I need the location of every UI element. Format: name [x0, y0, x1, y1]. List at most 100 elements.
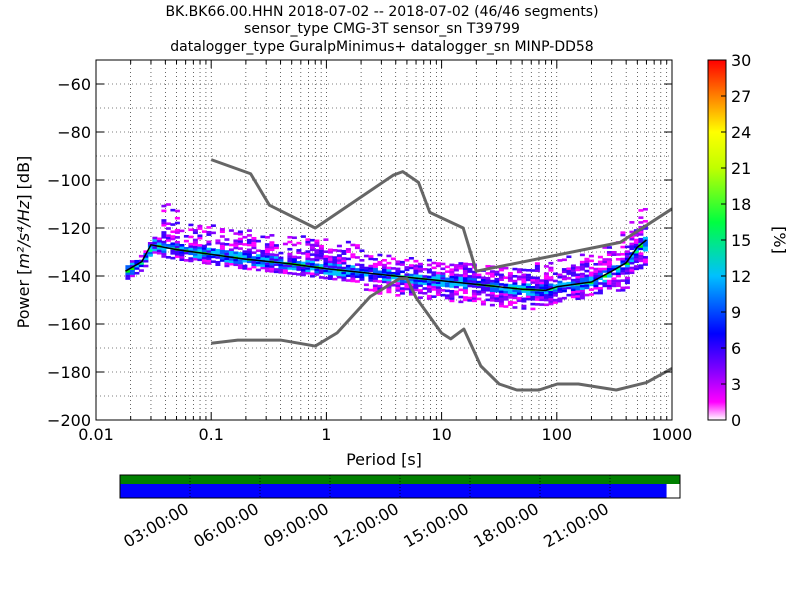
title-line-3: datalogger_type GuralpMinimus+ datalogge… [170, 39, 593, 55]
psd-cell [611, 265, 617, 268]
psd-cell [291, 265, 297, 268]
psd-cell [390, 283, 396, 287]
psd-cell [152, 236, 158, 240]
psd-cell [246, 260, 252, 264]
psd-cell [179, 255, 185, 259]
psd-cell [336, 263, 342, 267]
psd-cell [408, 264, 414, 267]
psd-cell [440, 274, 446, 278]
psd-cell [165, 203, 171, 206]
psd-cell [345, 257, 351, 261]
psd-cell [593, 277, 599, 280]
psd-cell [368, 276, 374, 280]
psd-cell [201, 254, 207, 257]
psd-cell [615, 257, 621, 261]
psd-cell [323, 238, 329, 241]
psd-cell [161, 252, 167, 256]
psd-cell [368, 288, 374, 292]
psd-cell [372, 270, 378, 273]
psd-cell [251, 263, 257, 266]
psd-cell [192, 255, 198, 259]
psd-cell [350, 272, 356, 276]
psd-cell [129, 267, 135, 270]
psd-cell [156, 237, 162, 241]
psd-cell [467, 263, 473, 266]
psd-cell [534, 295, 540, 299]
psd-cell [440, 281, 446, 285]
psd-cell [530, 286, 536, 289]
psd-cell [633, 238, 639, 242]
psd-cell [174, 228, 180, 232]
psd-cell [543, 296, 549, 299]
psd-cell [471, 299, 477, 303]
psd-cell [404, 287, 410, 291]
psd-cell [534, 293, 540, 297]
psd-cell [543, 279, 549, 283]
psd-cell [417, 281, 423, 285]
psd-cell [336, 259, 342, 262]
psd-cell [498, 292, 504, 296]
psd-cell [525, 283, 531, 286]
psd-cell [507, 296, 513, 299]
psd-cell [251, 241, 257, 245]
psd-cell [593, 279, 599, 283]
psd-cell [251, 239, 257, 242]
y-axis-label: Power [m²/s⁴/Hz] [dB] [14, 156, 33, 329]
psd-cell [300, 271, 306, 274]
psd-cell [539, 281, 545, 285]
psd-cell [228, 250, 234, 254]
psd-cell [264, 235, 270, 239]
psd-cell [584, 262, 590, 266]
psd-cell [512, 289, 518, 292]
psd-cell [615, 274, 621, 278]
psd-cell [246, 253, 252, 256]
psd-cell [417, 262, 423, 266]
psd-cell [579, 272, 585, 276]
psd-cell [341, 271, 347, 275]
psd-cell [345, 272, 351, 275]
psd-cell [570, 286, 576, 289]
psd-cell [368, 255, 374, 258]
psd-cell [548, 288, 554, 291]
psd-cell [386, 266, 392, 270]
psd-cell [525, 276, 531, 279]
psd-cell [588, 254, 594, 258]
psd-cell [584, 293, 590, 297]
psd-cell [188, 257, 194, 260]
psd-cell [489, 272, 495, 276]
psd-cell [174, 240, 180, 244]
psd-cell [615, 289, 621, 292]
psd-cell [611, 272, 617, 276]
psd-cell [161, 250, 167, 253]
psd-cell [575, 280, 581, 284]
psd-cell [278, 271, 284, 274]
psd-cell [260, 254, 266, 258]
psd-cell [345, 250, 351, 254]
psd-cell [291, 255, 297, 259]
psd-cell [489, 287, 495, 290]
psd-cell [444, 284, 450, 288]
psd-cell [305, 271, 311, 275]
psd-cell [570, 278, 576, 282]
psd-cell [350, 265, 356, 268]
psd-cell [260, 264, 266, 267]
psd-cell [305, 262, 311, 265]
psd-cell [417, 291, 423, 295]
psd-cell [336, 254, 342, 257]
psd-cell [318, 276, 324, 279]
psd-cell [543, 265, 549, 268]
psd-cell [179, 253, 185, 257]
psd-cell [548, 261, 554, 265]
psd-cell [588, 283, 594, 287]
psd-cell [602, 282, 608, 285]
psd-cell [300, 266, 306, 270]
title-line-2: sensor_type CMG-3T sensor_sn T39799 [244, 21, 520, 37]
psd-cell [399, 260, 405, 264]
psd-cell [309, 258, 315, 261]
psd-cell [354, 246, 360, 250]
psd-cell [471, 297, 477, 300]
psd-cell [354, 268, 360, 271]
psd-cell [309, 253, 315, 256]
psd-cell [399, 282, 405, 286]
psd-cell [345, 267, 351, 270]
